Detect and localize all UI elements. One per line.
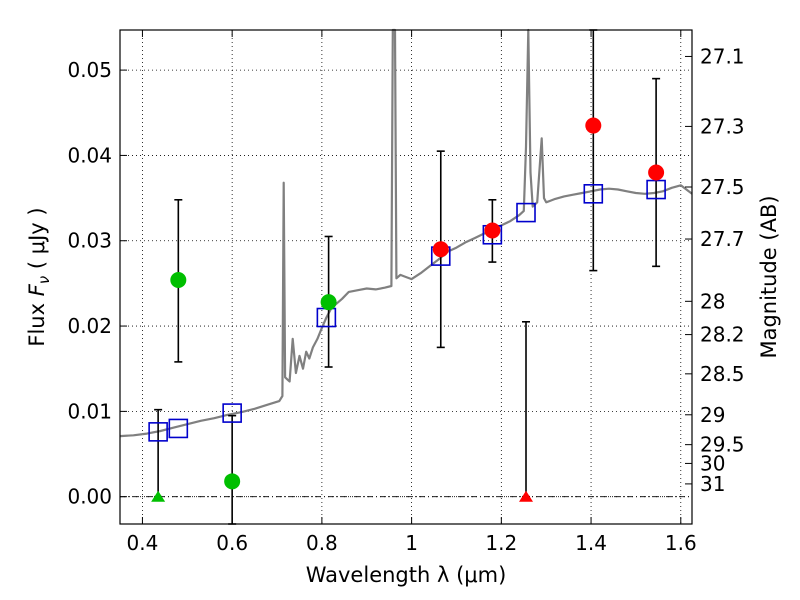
y2-tick-label: 31 xyxy=(700,472,725,496)
y2-tick-label: 27.5 xyxy=(700,175,745,199)
flux-point xyxy=(224,473,241,490)
model-band-square xyxy=(168,418,189,439)
x-axis-title: Wavelength λ (μm) xyxy=(306,563,507,587)
axis-ticks: 0.4 0.6 0.8 1 1.2 1.4 1.6 0.00 0.01 0.02 0.03 0.04 0… xyxy=(67,30,745,555)
x-tick-label: 1.2 xyxy=(485,531,517,555)
model-band-square xyxy=(646,179,666,200)
x-tick-label: 1 xyxy=(405,531,418,555)
y-tick-label: 0.05 xyxy=(67,58,112,82)
y2-tick-label: 27.3 xyxy=(700,114,745,138)
y2-tick-label: 28 xyxy=(700,289,725,313)
y-tick-label: 0.01 xyxy=(67,399,112,423)
flux-point xyxy=(432,241,449,258)
x-tick-label: 1.4 xyxy=(575,531,607,555)
flux-point xyxy=(585,117,602,134)
model-sed-line xyxy=(119,28,693,438)
upper-limit-triangle xyxy=(151,490,166,502)
model-band-square xyxy=(222,403,242,423)
y2-tick-label: 27.1 xyxy=(700,44,745,68)
y-axis-title: Flux Fν ( μJy ) xyxy=(25,207,53,346)
x-tick-label: 0.4 xyxy=(127,531,159,555)
y2-axis-title: Magnitude (AB) xyxy=(757,195,781,358)
upper-limit-triangle xyxy=(519,490,534,502)
y-tick-label: 0.04 xyxy=(67,143,112,167)
y2-tick-label: 30 xyxy=(700,451,725,475)
flux-point xyxy=(320,294,337,311)
model-band-square xyxy=(148,422,168,442)
grid xyxy=(120,30,692,524)
flux-point xyxy=(170,271,187,288)
markers xyxy=(148,117,666,502)
model-band-square xyxy=(516,202,536,223)
y2-tick-label: 29.5 xyxy=(700,433,745,457)
x-tick-label: 0.6 xyxy=(216,531,248,555)
y-tick-label: 0.02 xyxy=(67,314,112,338)
y-tick-label: 0.03 xyxy=(67,229,112,253)
flux-point xyxy=(484,222,501,239)
model-spectrum xyxy=(119,28,693,438)
y2-tick-label: 27.7 xyxy=(700,227,745,251)
flux-point xyxy=(648,164,665,181)
y2-tick-label: 29 xyxy=(700,403,725,427)
y-tick-label: 0.00 xyxy=(67,485,112,509)
y2-tick-label: 28.2 xyxy=(700,323,745,347)
x-tick-label: 0.8 xyxy=(306,531,338,555)
plot-frame xyxy=(119,29,693,525)
y2-tick-label: 28.5 xyxy=(700,362,745,386)
x-tick-label: 1.6 xyxy=(665,531,697,555)
model-band-square xyxy=(583,184,604,204)
